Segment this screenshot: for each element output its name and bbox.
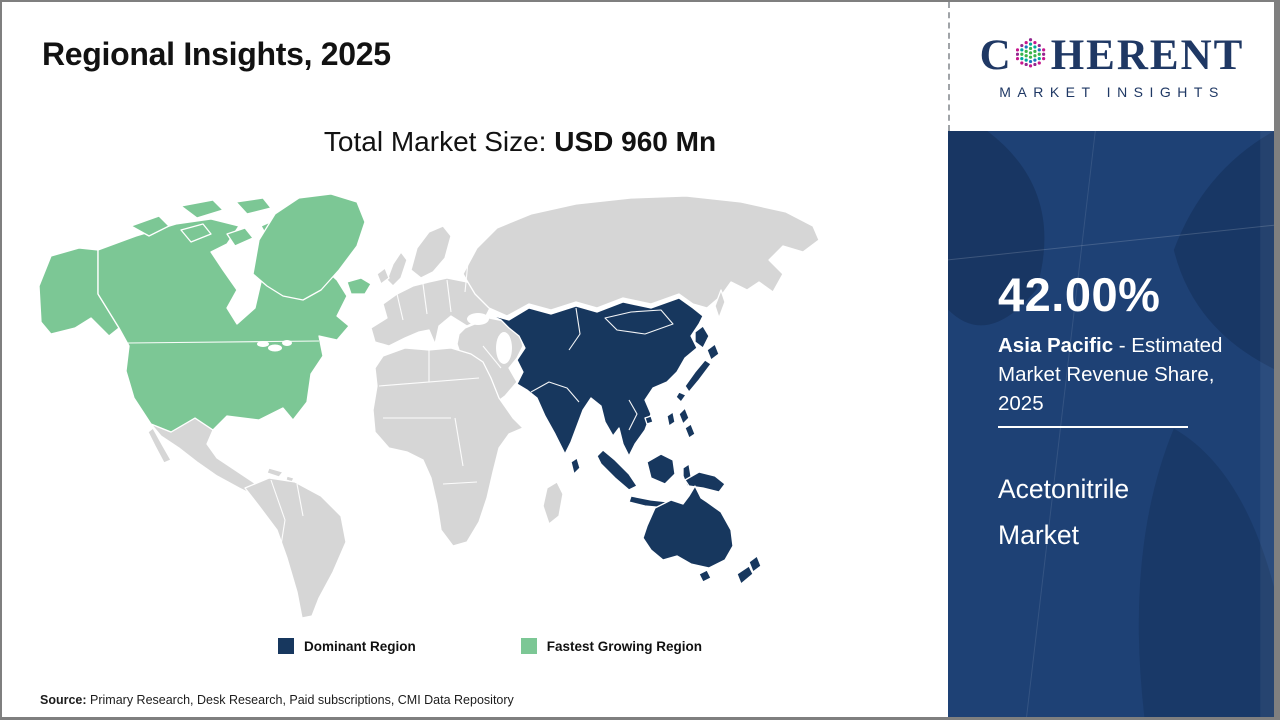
country-japan: [675, 343, 720, 403]
sidebar-map-texture: [948, 131, 1274, 717]
stat-desc-text: - Estimated Market Revenue Share, 2025: [998, 334, 1223, 416]
region-africa: [372, 347, 524, 547]
source-text: Primary Research, Desk Research, Paid su…: [86, 693, 514, 707]
region-south-america: [244, 477, 347, 619]
stat-block: 42.00% Asia Pacific - Estimated Market R…: [998, 267, 1252, 418]
island-tasmania: [698, 569, 712, 583]
country-hainan: [644, 415, 654, 425]
region-north-america: [38, 193, 372, 433]
world-map-svg: [38, 193, 820, 619]
country-ireland: [376, 267, 390, 285]
country-korea: [694, 325, 710, 349]
dominant-region-swatch: [277, 638, 294, 654]
country-philippines: [678, 407, 696, 439]
total-market-size: Total Market Size: USD 960 Mn: [2, 126, 948, 158]
fastest-growing-region-swatch: [520, 638, 537, 654]
page-title: Regional Insights, 2025: [42, 36, 391, 72]
region-rest-of-world: [147, 195, 820, 619]
stat-description: Asia Pacific - Estimated Market Revenue …: [998, 331, 1252, 418]
legend-item-fastest-growing: Fastest Growing Region: [520, 638, 702, 654]
arctic-islands: [130, 197, 288, 247]
sidebar-divider: [998, 426, 1188, 428]
country-russia: [462, 195, 820, 317]
brand-logo-area: C HERENT MARKET INSIGHTS: [948, 2, 1274, 131]
brand-tagline: MARKET INSIGHTS: [999, 83, 1225, 100]
country-scandinavia: [410, 225, 452, 279]
stat-region-name: Asia Pacific: [998, 334, 1114, 357]
country-taiwan: [666, 411, 676, 427]
island-borneo: [646, 453, 676, 485]
world-map: [30, 186, 932, 626]
country-greenland: [252, 193, 366, 301]
lakes-and-seas: [257, 313, 512, 364]
legend-item-dominant: Dominant Region: [277, 638, 416, 654]
country-new-zealand: [736, 555, 762, 585]
total-market-size-value: USD 960 Mn: [554, 126, 717, 157]
island-sumatra: [596, 449, 638, 491]
country-sri-lanka: [570, 457, 581, 475]
country-australia: [642, 485, 734, 569]
island-new-guinea: [684, 471, 726, 493]
total-market-size-label: Total Market Size:: [323, 126, 555, 157]
brand-wordmark: C HERENT: [980, 34, 1245, 77]
country-madagascar: [542, 481, 564, 525]
map-legend: Dominant Region Fastest Growing Region: [2, 638, 948, 654]
source-line: Source: Primary Research, Desk Research,…: [40, 693, 514, 707]
country-uk: [386, 251, 408, 287]
region-asia-pacific: [486, 297, 762, 585]
brand-letter-c: C: [979, 31, 1013, 79]
source-label: Source:: [40, 693, 87, 707]
country-baja: [147, 427, 172, 464]
market-name: Acetonitrile Market: [998, 474, 1130, 550]
brand-letters-herent: HERENT: [1050, 31, 1245, 79]
country-alaska: [38, 247, 120, 337]
legend-label-fastest-growing: Fastest Growing Region: [546, 638, 702, 654]
stat-value: 42.00%: [998, 268, 1161, 321]
country-iceland: [346, 277, 372, 295]
country-sakhalin: [714, 289, 726, 319]
legend-label-dominant: Dominant Region: [303, 638, 416, 654]
highlight-sidebar: 42.00% Asia Pacific - Estimated Market R…: [948, 131, 1274, 717]
globe-dots-icon: [1015, 38, 1045, 68]
